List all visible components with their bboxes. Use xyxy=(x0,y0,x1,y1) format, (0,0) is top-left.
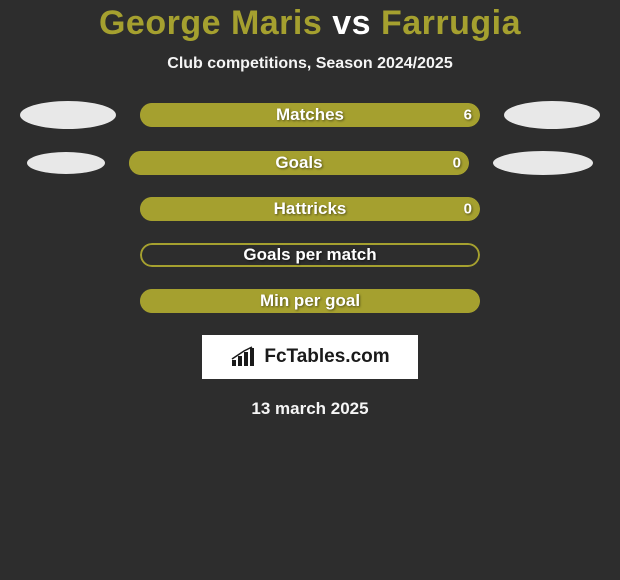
logo-box: FcTables.com xyxy=(202,335,418,379)
stat-bar: Goals per match xyxy=(140,243,480,267)
stat-row: Matches 6 xyxy=(0,101,620,129)
left-spacer xyxy=(20,243,116,267)
stat-bar: Hattricks 0 xyxy=(140,197,480,221)
stat-bar: Goals 0 xyxy=(129,151,469,175)
page-title: George Maris vs Farrugia xyxy=(0,4,620,43)
bar-label: Hattricks xyxy=(274,199,347,219)
right-ellipse xyxy=(504,101,600,129)
left-spacer xyxy=(20,197,116,221)
stat-row: Hattricks 0 xyxy=(0,197,620,221)
stat-bar: Min per goal xyxy=(140,289,480,313)
footer-date: 13 march 2025 xyxy=(0,399,620,419)
bar-label: Matches xyxy=(276,105,344,125)
left-ellipse xyxy=(20,101,116,129)
bar-right-value: 0 xyxy=(453,155,461,172)
bar-right-value: 6 xyxy=(464,107,472,124)
title-player2: Farrugia xyxy=(371,4,521,42)
title-vs: vs xyxy=(332,4,371,42)
right-spacer xyxy=(504,243,600,267)
bar-chart-icon xyxy=(230,346,258,368)
bar-right-value: 0 xyxy=(464,201,472,218)
logo-text: FcTables.com xyxy=(264,346,389,368)
left-ellipse xyxy=(27,152,105,174)
right-spacer xyxy=(504,289,600,313)
stat-bar: Matches 6 xyxy=(140,103,480,127)
stat-row: Goals 0 xyxy=(0,151,620,175)
stat-row: Goals per match xyxy=(0,243,620,267)
title-player1: George Maris xyxy=(99,4,332,42)
bar-label: Goals per match xyxy=(243,245,376,265)
bar-label: Goals xyxy=(275,153,322,173)
stat-row: Min per goal xyxy=(0,289,620,313)
bar-label: Min per goal xyxy=(260,291,360,311)
left-spacer xyxy=(20,289,116,313)
stat-rows: Matches 6 Goals 0 Hattricks 0 Goals per match M… xyxy=(0,101,620,313)
right-spacer xyxy=(504,197,600,221)
subtitle: Club competitions, Season 2024/2025 xyxy=(0,55,620,73)
right-ellipse xyxy=(493,151,593,175)
infographic-container: George Maris vs Farrugia Club competitio… xyxy=(0,0,620,580)
